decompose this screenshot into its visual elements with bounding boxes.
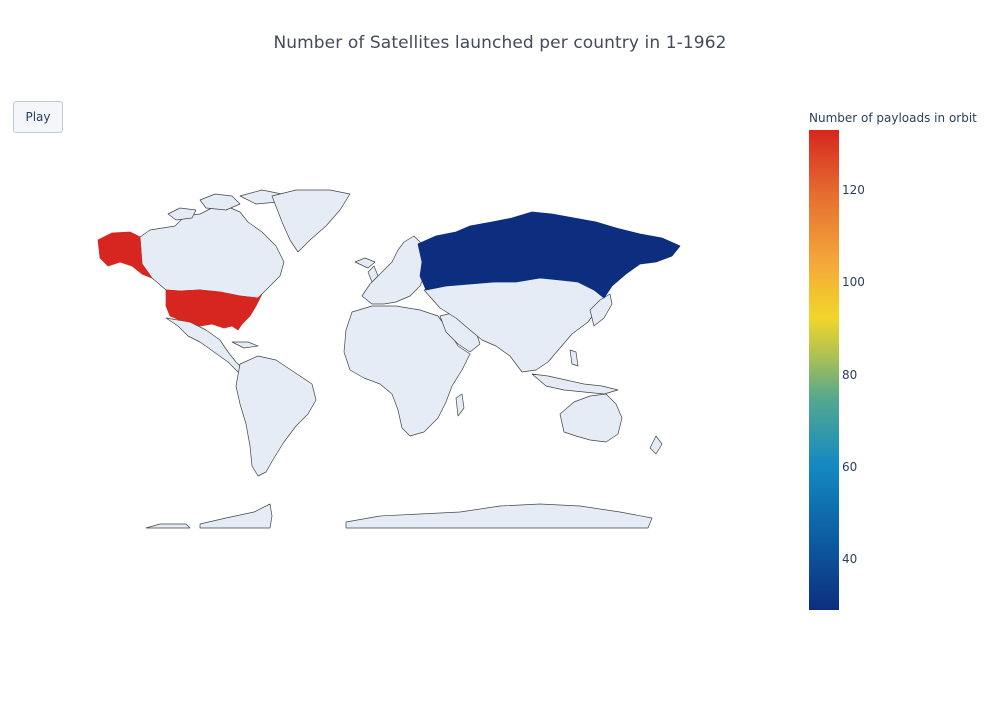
play-button[interactable]: Play [13,101,63,133]
region-africa [343,305,471,437]
region-greenland [271,189,351,253]
colorbar-tick: 100 [842,275,865,290]
region-madagascar [455,393,465,417]
colorbar-tick: 120 [842,183,865,197]
colorbar-title: Number of payloads in orbit [809,111,977,125]
region-united-states [165,289,263,331]
region-philippines [569,349,579,367]
region-arctic-islands-2 [199,193,241,211]
region-japan [589,293,613,327]
region-canada [139,205,285,299]
map-title: Number of Satellites launched per countr… [273,33,727,53]
colorbar-tick: 60 [842,459,858,474]
region-alaska [97,231,153,279]
region-antarctica-west [145,523,191,529]
colorbar-tick: 40 [842,552,858,567]
region-indonesia [531,373,619,395]
region-russia [417,211,681,299]
land-layer [139,189,663,529]
region-uk [367,265,379,283]
region-australia [559,393,623,443]
region-arctic-islands-1 [167,207,197,221]
colorbar-tick: 80 [842,367,858,382]
region-iceland [354,257,376,269]
region-new-zealand [649,435,663,455]
region-south-america [235,355,317,477]
region-antarctica-east [345,503,653,529]
colorbar-gradient [809,130,839,610]
region-caribbean [231,341,259,349]
region-antarctica-peninsula [199,503,273,529]
